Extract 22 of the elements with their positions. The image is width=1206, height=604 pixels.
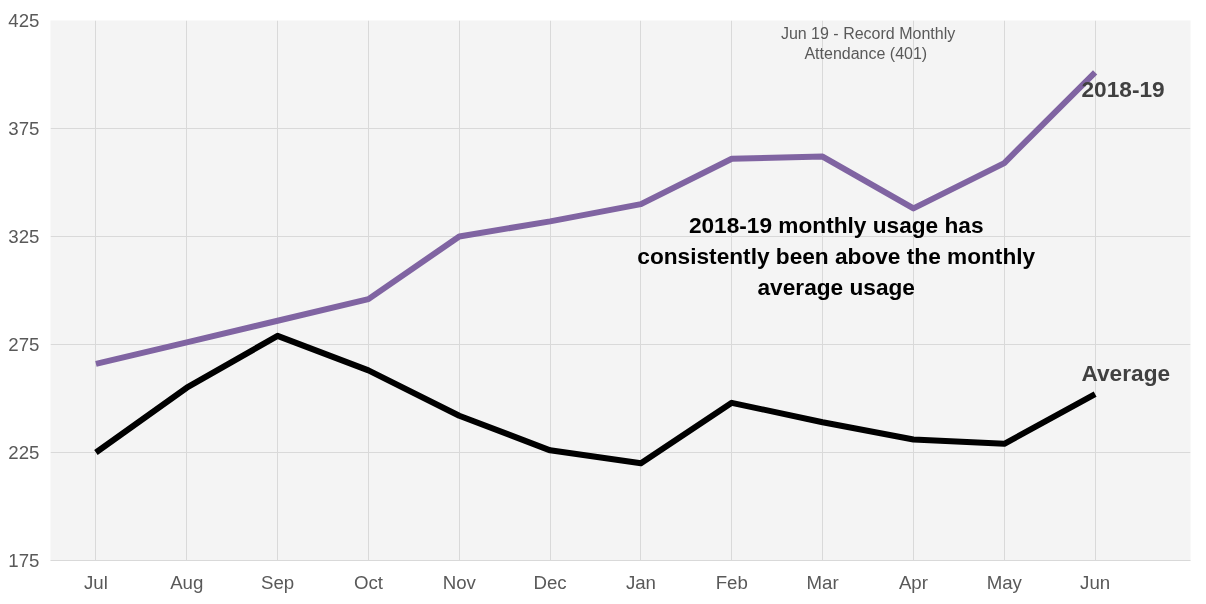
- series-label: Average: [1081, 360, 1171, 387]
- x-tick-label: Apr: [898, 571, 928, 593]
- y-tick-label: 325: [8, 226, 40, 247]
- series-label: 2018-19: [1081, 76, 1165, 103]
- x-tick-label: May: [986, 571, 1023, 593]
- annotation: 2018-19 monthly usage has consistently been above the monthly average usage: [637, 211, 1036, 301]
- x-tick-label: Sep: [260, 571, 295, 593]
- x-tick-label: Jan: [625, 571, 656, 593]
- x-tick-label: Feb: [715, 571, 748, 593]
- y-tick-label: 225: [8, 442, 40, 463]
- x-tick-label: Aug: [170, 571, 204, 593]
- y-tick-label: 425: [8, 10, 40, 31]
- y-tick-label: 175: [8, 550, 40, 571]
- x-tick-label: Jul: [83, 571, 108, 593]
- y-tick-label: 375: [8, 118, 40, 139]
- x-tick-label: Jun: [1080, 571, 1111, 593]
- x-tick-label: Oct: [353, 571, 384, 593]
- x-tick-label: Dec: [533, 571, 567, 593]
- x-tick-label: Mar: [806, 571, 839, 593]
- x-tick-label: Nov: [442, 571, 477, 593]
- y-tick-label: 275: [8, 334, 40, 355]
- annotation: Jun 19 - Record Monthly Attendance (401): [780, 24, 956, 63]
